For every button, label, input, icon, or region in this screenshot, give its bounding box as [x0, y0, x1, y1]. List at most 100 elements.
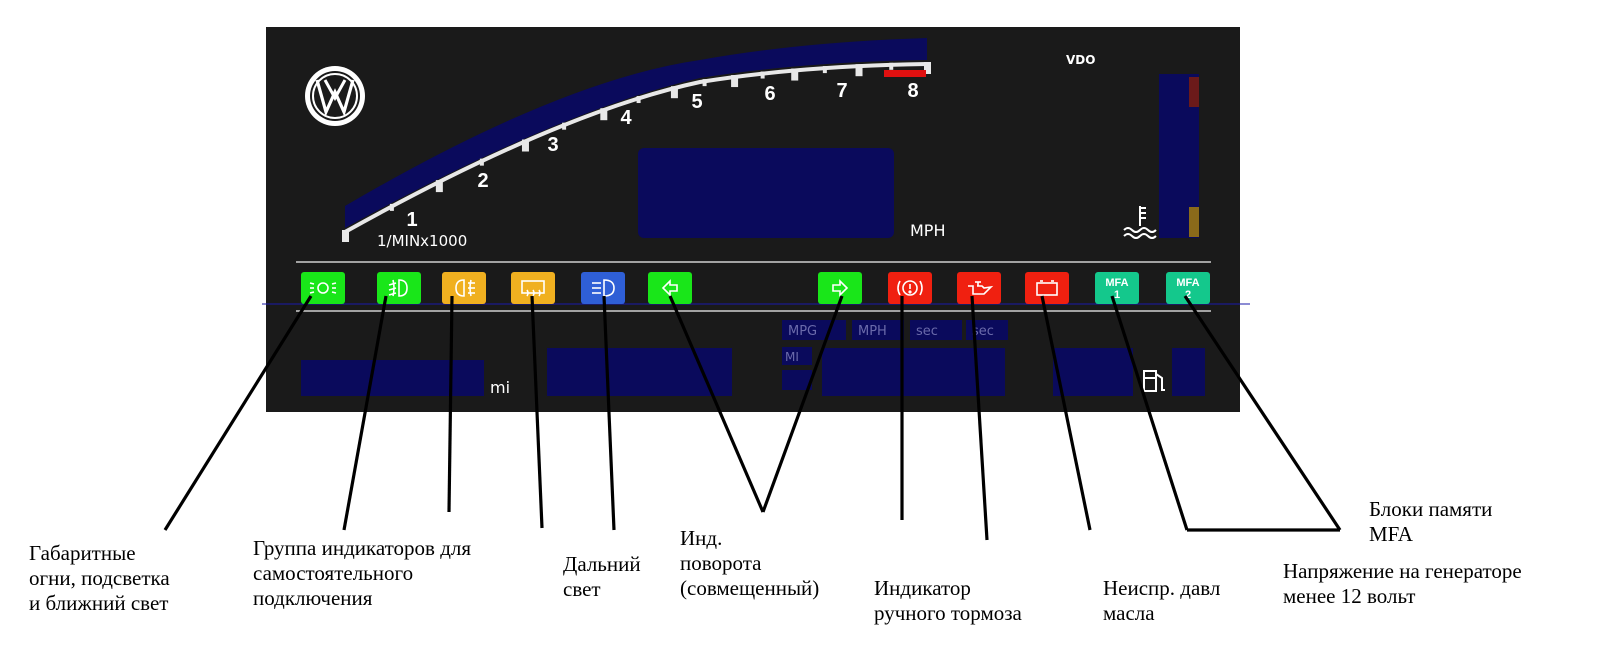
rear-defrost-icon	[521, 280, 545, 297]
turn-left-indicator	[648, 272, 692, 304]
label-mfa-memory: Блоки памяти MFA	[1369, 497, 1493, 546]
tach-number: 3	[547, 134, 558, 156]
tach-tick	[342, 230, 349, 242]
svg-text:MFA: MFA	[1176, 277, 1199, 289]
vw-logo	[305, 66, 365, 126]
label-voltage: Напряжение на генераторе менее 12 вольт	[1283, 559, 1522, 608]
tach-number: 2	[477, 170, 488, 192]
tach-tick	[889, 62, 894, 70]
coolant-temp-icon	[1123, 206, 1157, 239]
temp-cold-zone	[1189, 207, 1199, 237]
arrow-right-icon	[832, 279, 849, 297]
parking-lights-indicator	[301, 272, 345, 304]
oil-pressure-indicator	[957, 272, 1001, 304]
temp-hot-zone	[1189, 77, 1199, 107]
mfa-unit-tags: MPG MPH sec sec	[782, 320, 1008, 340]
tach-number: 4	[620, 107, 632, 129]
leader-high-beam	[602, 295, 616, 531]
tach-number: 5	[691, 91, 702, 113]
battery-icon	[1036, 280, 1058, 296]
fuel-gauge-right	[1172, 348, 1205, 396]
mfa-tag-label: MPH	[858, 324, 887, 339]
tach-tick	[760, 71, 765, 79]
tach-unit-label: 1/MINx1000	[377, 232, 467, 250]
leader-parking	[163, 295, 313, 531]
tach-tick	[521, 139, 529, 152]
tach-tick	[389, 203, 394, 211]
tach-number: 8	[907, 80, 918, 102]
label-oil-pressure: Неиспр. давл масла	[1103, 576, 1221, 625]
tachometer-ticks	[342, 62, 931, 242]
fog-light-icon	[388, 279, 408, 297]
tach-tick	[791, 68, 799, 81]
vdo-brand: VDO	[1066, 53, 1095, 67]
tachometer-numbers: 1 2 3 4 5 6 7 8	[406, 80, 918, 231]
label-indicator-group: Группа индикаторов для самостоятельного …	[253, 536, 472, 610]
high-beam-icon	[592, 279, 615, 297]
arrow-left-icon	[661, 279, 678, 297]
leader-rear-fog	[447, 295, 454, 513]
fuel-gauge-left	[1053, 348, 1133, 396]
leader-oil	[970, 295, 989, 541]
tach-tick	[924, 62, 931, 74]
mfa-tag-label: MPG	[788, 324, 817, 339]
leader-defrost	[530, 295, 544, 529]
tachometer-scale	[344, 62, 928, 234]
fuel-pump-icon	[1143, 370, 1165, 392]
brake-warning-icon	[897, 280, 923, 296]
tach-tick	[731, 75, 739, 88]
label-turn-indicator: Инд. поворота (совмещенный)	[680, 526, 820, 600]
leader-battery	[1040, 295, 1092, 531]
leader-turn-left	[668, 295, 765, 513]
mfa-tag	[852, 320, 904, 340]
tach-number: 7	[836, 80, 847, 102]
mfa-tag-label: sec	[972, 324, 994, 339]
turn-right-indicator	[818, 272, 862, 304]
svg-text:1: 1	[1114, 289, 1120, 301]
leader-lines	[163, 295, 1342, 541]
speed-display	[638, 148, 894, 238]
svg-text:2: 2	[1185, 289, 1191, 301]
leader-fog	[342, 295, 388, 531]
tach-tick	[636, 96, 641, 104]
tach-tick	[479, 158, 484, 166]
speed-unit-label: MPH	[910, 221, 945, 240]
tach-number: 6	[764, 83, 775, 105]
svg-text:MFA: MFA	[1105, 277, 1128, 289]
tach-tick	[670, 86, 678, 99]
rear-fog-indicator	[442, 272, 486, 304]
high-beam-indicator	[581, 272, 625, 304]
fog-light-indicator	[377, 272, 421, 304]
mfa-colon-tag	[782, 370, 812, 390]
mfa-mi-tag	[782, 347, 812, 365]
rear-defrost-indicator	[511, 272, 555, 304]
tach-tick	[855, 64, 863, 77]
rear-fog-icon	[455, 279, 475, 297]
parking-lights-icon	[309, 282, 337, 294]
odometer-unit-label: mi	[490, 378, 510, 397]
redline-marker	[884, 70, 926, 77]
label-high-beam: Дальний свет	[563, 552, 641, 601]
mfa-tag	[966, 320, 1008, 340]
tach-tick	[562, 122, 567, 130]
oil-can-icon	[968, 281, 994, 295]
tach-number: 1	[406, 209, 417, 231]
tach-tick	[702, 79, 707, 87]
label-handbrake: Индикатор ручного тормоза	[874, 576, 1022, 625]
label-parking-lights: Габаритные огни, подсветка и ближний све…	[29, 541, 170, 615]
leader-turn-right	[761, 295, 844, 513]
mfa-mi-label: MI	[785, 350, 799, 364]
tach-tick	[822, 66, 827, 74]
brake-indicator	[888, 272, 932, 304]
tach-tick	[600, 108, 608, 121]
mfa-tag	[910, 320, 962, 340]
tachometer-band	[345, 38, 927, 228]
leader-mfa1	[1110, 295, 1189, 531]
mfa-tag-label: sec	[916, 324, 938, 339]
tach-tick	[435, 180, 443, 193]
